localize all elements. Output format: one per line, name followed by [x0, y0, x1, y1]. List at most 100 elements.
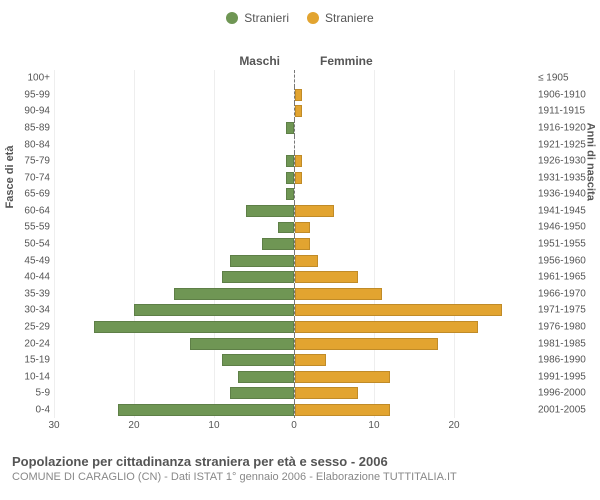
female-bar: [295, 238, 311, 250]
chart-row: 5-91996-2000: [54, 385, 534, 402]
legend-label-male: Stranieri: [244, 11, 289, 25]
legend-item-male: Stranieri: [226, 11, 289, 25]
legend-label-female: Straniere: [325, 11, 374, 25]
birth-year-label: 1966-1970: [538, 288, 596, 299]
chart-row: 30-341971-1975: [54, 302, 534, 319]
birth-year-label: 1976-1980: [538, 321, 596, 332]
male-bar: [230, 387, 294, 399]
chart-row: 65-691936-1940: [54, 186, 534, 203]
female-half: [295, 87, 535, 104]
chart-row: 60-641941-1945: [54, 203, 534, 220]
chart-row: 75-791926-1930: [54, 153, 534, 170]
female-bar: [295, 255, 319, 267]
chart-row: 95-991906-1910: [54, 87, 534, 104]
female-bar: [295, 105, 303, 117]
chart-row: 50-541951-1955: [54, 236, 534, 253]
chart-row: 35-391966-1970: [54, 286, 534, 303]
female-bar: [295, 404, 391, 416]
female-half: [295, 186, 535, 203]
chart-row: 70-741931-1935: [54, 169, 534, 186]
male-half: [54, 335, 295, 352]
male-half: [54, 252, 295, 269]
female-bar: [295, 172, 303, 184]
male-bar: [278, 222, 294, 234]
male-half: [54, 120, 295, 137]
age-label: 55-59: [6, 222, 50, 233]
age-label: 60-64: [6, 205, 50, 216]
male-half: [54, 402, 295, 419]
female-half: [295, 219, 535, 236]
female-bar: [295, 89, 303, 101]
birth-year-label: 1996-2000: [538, 388, 596, 399]
female-half: [295, 203, 535, 220]
age-label: 80-84: [6, 139, 50, 150]
x-tick: 0: [291, 420, 297, 431]
legend: Stranieri Straniere: [0, 0, 600, 30]
female-bar: [295, 304, 503, 316]
x-tick: 30: [48, 420, 59, 431]
female-half: [295, 319, 535, 336]
x-tick: 20: [448, 420, 459, 431]
female-half: [295, 302, 535, 319]
birth-year-label: 1921-1925: [538, 139, 596, 150]
age-label: 20-24: [6, 338, 50, 349]
age-label: 5-9: [6, 388, 50, 399]
female-bar: [295, 271, 359, 283]
male-half: [54, 103, 295, 120]
male-half: [54, 385, 295, 402]
male-half: [54, 136, 295, 153]
age-label: 100+: [6, 73, 50, 84]
age-label: 85-89: [6, 123, 50, 134]
female-half: [295, 70, 535, 87]
chart-row: 80-841921-1925: [54, 136, 534, 153]
birth-year-label: 1991-1995: [538, 371, 596, 382]
chart-title: Popolazione per cittadinanza straniera p…: [12, 454, 588, 469]
female-bar: [295, 288, 383, 300]
female-half: [295, 286, 535, 303]
birth-year-label: 1946-1950: [538, 222, 596, 233]
male-bar: [134, 304, 294, 316]
chart-row: 25-291976-1980: [54, 319, 534, 336]
female-bar: [295, 338, 439, 350]
age-label: 65-69: [6, 189, 50, 200]
male-bar: [118, 404, 294, 416]
female-half: [295, 352, 535, 369]
male-bar: [262, 238, 294, 250]
birth-year-label: 1926-1930: [538, 156, 596, 167]
chart-row: 45-491956-1960: [54, 252, 534, 269]
chart-row: 10-141991-1995: [54, 368, 534, 385]
chart-row: 40-441961-1965: [54, 269, 534, 286]
birth-year-label: 1971-1975: [538, 305, 596, 316]
pyramid-chart: Maschi Femmine Fasce di età Anni di nasc…: [0, 30, 600, 450]
female-bar: [295, 321, 479, 333]
male-bar: [174, 288, 294, 300]
age-label: 40-44: [6, 272, 50, 283]
male-bar: [286, 155, 294, 167]
birth-year-label: 1936-1940: [538, 189, 596, 200]
female-half: [295, 120, 535, 137]
male-half: [54, 87, 295, 104]
male-half: [54, 203, 295, 220]
female-half: [295, 236, 535, 253]
female-bar: [295, 354, 327, 366]
birth-year-label: 1981-1985: [538, 338, 596, 349]
chart-row: 20-241981-1985: [54, 335, 534, 352]
legend-swatch-female: [307, 12, 319, 24]
x-tick: 10: [368, 420, 379, 431]
age-label: 90-94: [6, 106, 50, 117]
male-half: [54, 236, 295, 253]
age-label: 70-74: [6, 172, 50, 183]
female-bar: [295, 387, 359, 399]
chart-subtitle: COMUNE DI CARAGLIO (CN) - Dati ISTAT 1° …: [12, 471, 588, 483]
birth-year-label: 1951-1955: [538, 239, 596, 250]
birth-year-label: 1911-1915: [538, 106, 596, 117]
male-bar: [286, 172, 294, 184]
birth-year-label: ≤ 1905: [538, 73, 596, 84]
birth-year-label: 1906-1910: [538, 89, 596, 100]
birth-year-label: 1941-1945: [538, 205, 596, 216]
female-half: [295, 136, 535, 153]
female-half: [295, 335, 535, 352]
male-half: [54, 169, 295, 186]
right-side-title: Femmine: [320, 54, 420, 68]
birth-year-label: 1916-1920: [538, 123, 596, 134]
